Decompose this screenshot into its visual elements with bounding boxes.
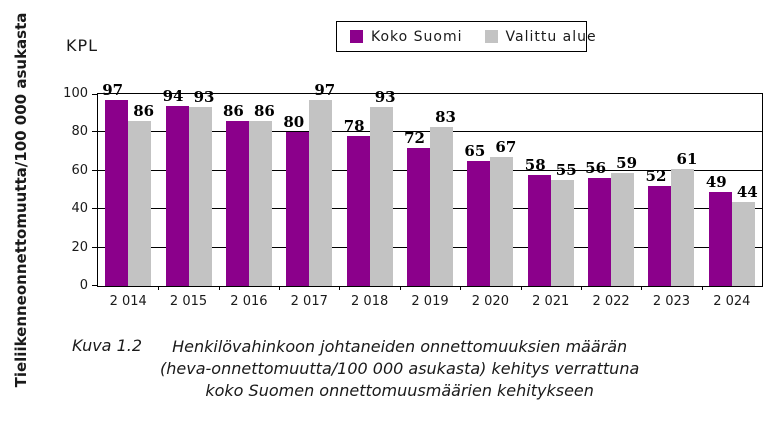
y-tick-label-20: 20 — [71, 239, 88, 255]
caption-line-1: Henkilövahinkoon johtaneiden onnettomuuk… — [172, 337, 628, 356]
y-tick-label-100: 100 — [63, 86, 88, 101]
bar-koko-suomi-2017 — [286, 132, 310, 286]
x-tick-label-2014: 2 014 — [109, 294, 147, 309]
x-tick-label-2020: 2 020 — [471, 294, 509, 309]
x-tick-label-2018: 2 018 — [351, 294, 389, 309]
bar-koko-suomi-2018 — [346, 136, 370, 286]
bar-value-label: 52 — [645, 167, 667, 186]
bar-value-label: 59 — [616, 153, 638, 172]
y-tick-mark-20 — [92, 246, 98, 248]
y-tick-mark-100 — [92, 94, 98, 95]
bar-koko-suomi-2022 — [588, 178, 612, 286]
bar-valittu-alue-2021 — [550, 180, 574, 286]
y-tick-label-40: 40 — [71, 201, 88, 217]
y-axis-unit-label: KPL — [66, 36, 99, 55]
legend-swatch-koko-suomi — [350, 30, 363, 43]
x-tick-label-2015: 2 015 — [169, 294, 208, 309]
y-tick-mark-40 — [92, 208, 98, 210]
bar-koko-suomi-2021 — [527, 174, 551, 286]
y-tick-mark-80 — [92, 131, 98, 133]
bar-value-label: 61 — [676, 149, 698, 168]
bar-value-label: 44 — [736, 182, 758, 201]
bar-koko-suomi-2019 — [407, 147, 430, 286]
x-tick-label-2023: 2 023 — [652, 294, 691, 309]
bar-value-label: 65 — [464, 142, 486, 161]
y-axis-title: Tieliikenneonnettomuutta/100 000 asukast… — [12, 12, 30, 388]
bar-value-label: 67 — [495, 138, 517, 157]
x-tick-label-2021: 2 021 — [532, 294, 570, 309]
bar-value-label: 86 — [133, 101, 155, 120]
bar-value-label: 83 — [435, 107, 456, 126]
x-tick-mark-7 — [520, 286, 522, 290]
legend-label-koko-suomi: Koko Suomi — [371, 28, 463, 45]
bar-value-label: 93 — [374, 88, 396, 107]
bar-value-label: 58 — [524, 155, 546, 174]
legend-item-koko-suomi: Koko Suomi — [350, 29, 463, 45]
bar-value-label: 78 — [343, 117, 365, 136]
bar-value-label: 80 — [283, 113, 305, 132]
legend: Koko Suomi Valittu alue — [336, 21, 596, 52]
figure-caption-text: Henkilövahinkoon johtaneiden onnettomuuk… — [160, 336, 639, 402]
y-tick-mark-60 — [92, 169, 98, 171]
y-tick-label-60: 60 — [71, 162, 88, 178]
bar-koko-suomi-2014 — [105, 99, 129, 286]
figure-caption-label: Kuva 1.2 — [72, 336, 143, 355]
bar-valittu-alue-2016 — [248, 120, 272, 286]
figure-caption: Kuva 1.2 Henkilövahinkoon johtaneiden on… — [72, 336, 639, 402]
legend-item-valittu-alue: Valittu alue — [484, 28, 597, 45]
bar-valittu-alue-2020 — [490, 157, 514, 286]
plot-area: 0 20 40 60 80 100 97 86 2 014 94 93 2 015 86 86 2 016 8… — [63, 82, 763, 308]
bar-valittu-alue-2014 — [128, 120, 152, 286]
caption-line-2: (heva-onnettomuutta/100 000 asukasta) ke… — [160, 359, 640, 378]
bar-koko-suomi-2016 — [225, 120, 249, 286]
x-tick-label-2017: 2 017 — [290, 294, 328, 309]
bar-valittu-alue-2015 — [188, 107, 212, 286]
caption-line-3: koko Suomen onnettomuusmäärien kehitykse… — [205, 381, 594, 400]
x-tick-mark-10 — [701, 286, 703, 290]
bar-valittu-alue-2023 — [671, 168, 695, 286]
y-tick-label-0: 0 — [79, 278, 88, 293]
bar-koko-suomi-2020 — [467, 161, 491, 286]
bar-valittu-alue-2022 — [611, 172, 635, 286]
x-tick-label-2019: 2 019 — [411, 294, 449, 309]
bar-valittu-alue-2024 — [731, 201, 755, 286]
bar-valittu-alue-2017 — [309, 99, 333, 286]
x-tick-mark-9 — [641, 286, 643, 290]
y-tick-mark-0 — [92, 285, 98, 286]
legend-swatch-valittu-alue — [484, 30, 498, 43]
bar-koko-suomi-2024 — [708, 191, 732, 286]
bar-koko-suomi-2015 — [165, 105, 189, 286]
bar-valittu-alue-2018 — [369, 107, 393, 286]
legend-label-valittu-alue: Valittu alue — [505, 28, 597, 45]
bar-value-label: 86 — [253, 101, 275, 120]
x-tick-mark-2 — [218, 286, 220, 290]
bar-koko-suomi-2023 — [648, 186, 672, 286]
bar-value-label: 72 — [404, 128, 425, 147]
x-tick-label-2022: 2 022 — [592, 294, 630, 309]
bar-value-label: 94 — [162, 86, 184, 105]
x-tick-mark-4 — [339, 286, 341, 290]
x-tick-label-2016: 2 016 — [230, 294, 268, 309]
x-tick-mark-6 — [460, 286, 462, 290]
bar-valittu-alue-2019 — [430, 126, 453, 286]
bar-value-label: 49 — [705, 172, 727, 191]
x-tick-mark-5 — [399, 286, 401, 290]
x-tick-mark-3 — [279, 286, 281, 290]
x-tick-mark-8 — [580, 286, 582, 290]
x-tick-label-2024: 2 024 — [713, 294, 751, 309]
bar-value-label: 93 — [193, 88, 215, 107]
bar-value-label: 55 — [555, 161, 577, 180]
bar-value-label: 86 — [222, 101, 244, 120]
bar-value-label: 56 — [585, 159, 607, 178]
x-tick-mark-1 — [158, 286, 160, 290]
y-tick-label-80: 80 — [71, 124, 88, 140]
bar-value-label: 97 — [102, 80, 124, 99]
bar-value-label: 97 — [314, 80, 336, 99]
